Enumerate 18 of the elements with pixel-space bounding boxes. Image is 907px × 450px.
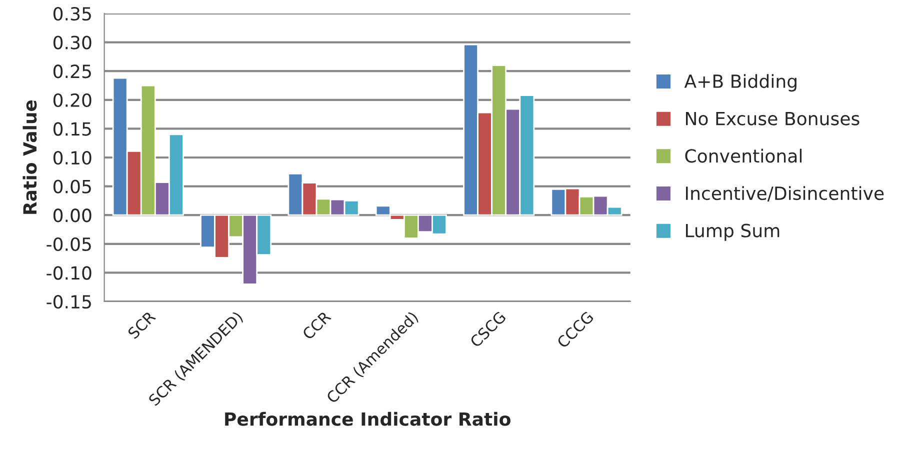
y-tick-label: 0.25 <box>53 64 91 78</box>
y-tick-label: -0.05 <box>46 237 91 252</box>
y-tick-label: 0.10 <box>53 150 92 165</box>
y-tick-label: -0.10 <box>46 266 92 280</box>
legend-label: A+B Bidding <box>684 74 796 92</box>
x-axis-title: Performance Indicator Ratio <box>225 412 510 426</box>
y-tick-label: 0.20 <box>53 93 92 108</box>
legend-label: Incentive/Disincentive <box>686 186 884 202</box>
y-tick-label: 0.30 <box>53 36 92 50</box>
legend-label: Lump Sum <box>686 224 780 241</box>
y-tick-label: 0.15 <box>53 122 91 136</box>
y-axis-title: Ratio Value <box>22 100 37 214</box>
legend-label: Conventional <box>685 148 802 163</box>
y-tick-label: -0.15 <box>46 294 91 309</box>
y-tick-label: 0.05 <box>53 180 91 194</box>
y-tick-label: 0.00 <box>53 208 92 222</box>
legend-label: No Excuse Bonuses <box>686 112 860 126</box>
y-tick-label: 0.35 <box>53 6 91 21</box>
